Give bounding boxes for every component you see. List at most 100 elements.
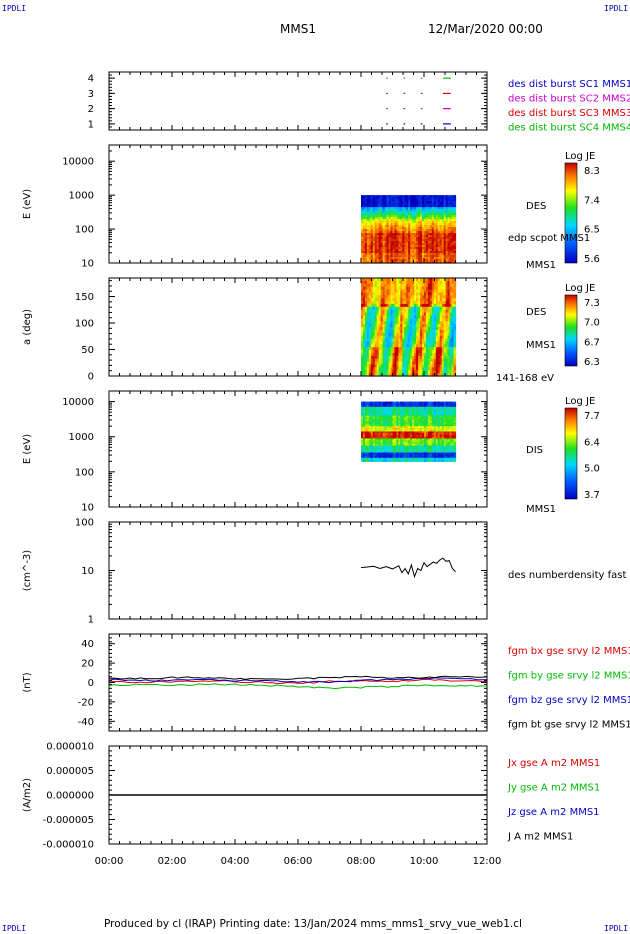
heatmap-cell (364, 452, 368, 455)
heatmap-cell (392, 237, 396, 240)
heatmap-cell (380, 225, 384, 228)
heatmap-cell (418, 292, 421, 296)
heatmap-cell (420, 321, 423, 325)
heatmap-cell (394, 195, 398, 198)
heatmap-cell (412, 329, 415, 334)
heatmap-cell (449, 203, 453, 206)
heatmap-cell (408, 422, 411, 426)
heatmap-cell (390, 286, 394, 291)
heatmap-cell (427, 195, 431, 198)
heatmap-cell (361, 403, 364, 406)
heatmap-cell (376, 327, 380, 331)
heatmap-cell (366, 408, 370, 411)
heatmap-cell (384, 338, 388, 343)
heatmap-cell (445, 221, 449, 224)
heatmap-cell (441, 211, 445, 214)
heatmap-cell (400, 195, 403, 198)
heatmap-cell (394, 280, 398, 285)
heatmap-cell (364, 422, 368, 426)
heatmap-cell (380, 427, 384, 431)
heatmap-cell (422, 344, 425, 348)
heatmap-cell (441, 312, 445, 317)
heatmap-cell (441, 438, 445, 441)
heatmap-cell (453, 207, 457, 210)
heatmap-cell (420, 443, 423, 447)
heatmap-cell (447, 211, 451, 214)
heatmap-cell (447, 249, 451, 252)
heatmap-cell (445, 253, 449, 256)
heatmap-cell (384, 358, 388, 363)
heatmap-cell (447, 257, 451, 260)
heatmap-cell (388, 219, 392, 222)
heatmap-cell (427, 332, 431, 337)
heatmap-cell (414, 286, 417, 291)
heatmap-cell (449, 225, 453, 228)
heatmap-cell (422, 295, 425, 299)
heatmap-cell (441, 410, 445, 413)
heatmap-cell (386, 417, 390, 420)
heatmap-cell (437, 235, 441, 238)
heatmap-cell (416, 278, 419, 282)
heatmap-cell (420, 440, 423, 443)
heatmap-cell (431, 289, 435, 294)
heatmap-cell (406, 241, 409, 244)
heatmap-cell (382, 445, 386, 448)
heatmap-cell (431, 410, 435, 413)
heatmap-cell (362, 355, 366, 360)
heatmap-cell (364, 211, 368, 214)
heatmap-cell (378, 324, 382, 328)
heatmap-cell (386, 207, 390, 210)
heatmap-cell (412, 417, 415, 420)
heatmap-cell (376, 203, 380, 206)
heatmap-cell (433, 459, 437, 462)
heatmap-cell (388, 324, 392, 328)
heatmap-cell (378, 412, 382, 415)
heatmap-cell (414, 332, 417, 337)
heatmap-cell (390, 283, 394, 288)
heatmap-cell (362, 350, 366, 354)
heatmap-cell (416, 306, 419, 311)
heatmap-cell (441, 413, 445, 417)
heatmap-cell (380, 289, 384, 294)
heatmap-cell (447, 422, 451, 426)
heatmap-cell (370, 436, 374, 440)
heatmap-cell (410, 251, 413, 254)
heatmap-cell (372, 459, 376, 462)
heatmap-cell (447, 229, 451, 232)
heatmap-cell (449, 280, 453, 285)
heatmap-cell (435, 445, 439, 448)
heatmap-cell (374, 403, 378, 406)
heatmap-cell (390, 309, 394, 314)
heatmap-cell (372, 243, 376, 246)
heatmap-cell (388, 427, 392, 431)
heatmap-cell (429, 283, 433, 288)
heatmap-cell (447, 207, 451, 210)
heatmap-cell (408, 412, 411, 415)
heatmap-cell (418, 403, 421, 406)
heatmap-cell (437, 321, 441, 325)
heatmap-cell (424, 427, 427, 431)
heatmap-cell (380, 195, 384, 198)
heatmap-cell (408, 215, 411, 218)
heatmap-cell (376, 448, 380, 452)
heatmap-cell (449, 229, 453, 232)
heatmap-cell (449, 405, 453, 408)
heatmap-cell (441, 373, 445, 377)
heatmap-cell (402, 438, 405, 441)
heatmap-cell (437, 223, 441, 226)
heatmap-cell (386, 454, 390, 457)
heatmap-cell (404, 335, 407, 340)
heatmap-cell (433, 401, 437, 404)
heatmap-cell (439, 261, 443, 264)
heatmap-cell (362, 243, 366, 246)
heatmap-cell (364, 335, 368, 340)
heatmap-cell (449, 209, 453, 212)
heatmap-cell (449, 408, 453, 411)
heatmap-cell (420, 332, 423, 337)
heatmap-cell (370, 245, 374, 248)
heatmap-cell (400, 419, 403, 422)
heatmap-cell (410, 450, 413, 454)
heatmap-cell (372, 406, 376, 410)
heatmap-cell (449, 338, 453, 343)
heatmap-cell (404, 341, 407, 345)
